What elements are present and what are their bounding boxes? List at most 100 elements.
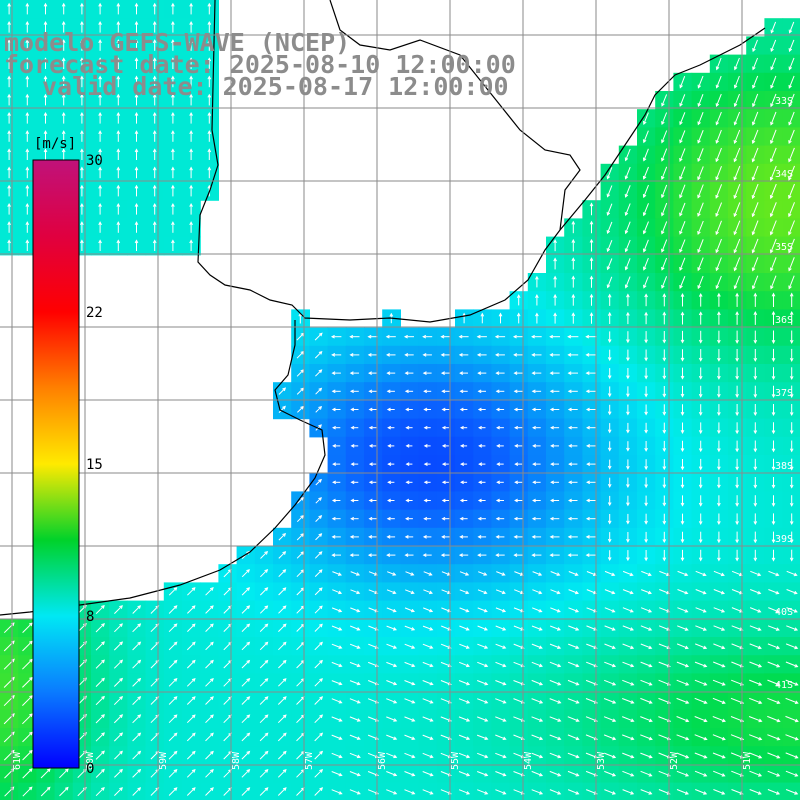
- wind-arrow: [95, 604, 105, 615]
- wind-arrow: [495, 371, 505, 375]
- lon-label: 56W: [377, 751, 388, 770]
- wind-arrow: [331, 553, 341, 557]
- wind-arrow: [386, 553, 396, 557]
- wind-arrow: [260, 569, 269, 578]
- wind-arrow: [531, 535, 542, 539]
- wind-arrow: [186, 696, 196, 705]
- wind-arrow: [640, 679, 653, 686]
- wind-arrow: [626, 441, 630, 452]
- wind-arrow: [22, 695, 33, 706]
- wind-arrow: [440, 353, 451, 357]
- wind-arrow: [495, 607, 507, 613]
- wind-arrow: [186, 750, 196, 760]
- wind-arrow: [277, 696, 287, 705]
- wind-arrow: [116, 148, 121, 160]
- wind-arrow: [626, 513, 630, 525]
- wind-arrow: [712, 734, 726, 741]
- wind-arrow: [189, 2, 193, 15]
- wind-arrow: [604, 752, 617, 759]
- wind-arrow: [735, 422, 739, 435]
- wind-arrow: [459, 371, 468, 375]
- wind-arrow: [586, 462, 596, 466]
- wind-arrow: [152, 239, 157, 251]
- wind-arrow: [676, 661, 690, 668]
- wind-arrow: [622, 770, 635, 777]
- wind-arrow: [332, 444, 341, 448]
- wind-arrow: [770, 93, 777, 108]
- wind-arrow: [749, 789, 762, 795]
- wind-arrow: [496, 425, 504, 430]
- wind-arrow: [607, 386, 612, 398]
- wind-arrow: [386, 698, 398, 704]
- wind-arrow: [715, 166, 722, 181]
- wind-arrow: [789, 440, 794, 453]
- wind-arrow: [495, 516, 505, 521]
- wind-arrow: [733, 129, 741, 144]
- wind-arrow: [715, 57, 722, 71]
- wind-arrow: [478, 571, 488, 576]
- colorbar-unit: [m/s]: [34, 136, 76, 152]
- wind-arrow: [207, 2, 212, 15]
- wind-arrow: [713, 661, 726, 668]
- wind-arrow: [7, 75, 11, 88]
- wind-arrow: [514, 498, 523, 503]
- wind-arrow: [116, 166, 121, 179]
- wind-arrow: [771, 330, 776, 344]
- wind-arrow: [642, 203, 649, 217]
- wind-arrow: [567, 334, 579, 339]
- wind-arrow: [644, 531, 648, 543]
- wind-arrow: [189, 75, 193, 88]
- wind-arrow: [368, 480, 377, 485]
- wind-arrow: [441, 480, 449, 485]
- wind-arrow: [531, 698, 544, 704]
- wind-arrow: [662, 477, 667, 489]
- wind-arrow: [607, 331, 612, 344]
- wind-arrow: [679, 221, 686, 235]
- wind-arrow: [80, 202, 84, 215]
- wind-arrow: [676, 716, 690, 723]
- wind-arrow: [80, 130, 84, 142]
- wind-arrow: [769, 165, 777, 181]
- wind-arrow: [314, 551, 323, 559]
- wind-arrow: [698, 330, 703, 344]
- wind-arrow: [770, 275, 777, 290]
- wind-arrow: [698, 531, 703, 544]
- wind-arrow: [676, 697, 690, 704]
- wind-arrow: [332, 462, 341, 466]
- wind-arrow: [531, 716, 544, 722]
- wind-arrow: [61, 75, 66, 88]
- wind-arrow: [626, 331, 630, 344]
- wind-arrow: [186, 677, 196, 687]
- wind-arrow: [568, 444, 578, 448]
- wind-arrow: [717, 385, 721, 398]
- wind-arrow: [751, 202, 759, 218]
- wind-arrow: [441, 389, 450, 394]
- wind-arrow: [278, 605, 287, 614]
- wind-arrow: [549, 734, 562, 741]
- wind-arrow: [751, 238, 759, 254]
- wind-arrow: [622, 661, 635, 668]
- wind-arrow: [278, 569, 287, 578]
- wind-arrow: [241, 677, 251, 687]
- wind-arrow: [189, 166, 193, 179]
- wind-arrow: [531, 389, 542, 394]
- wind-arrow: [458, 353, 469, 357]
- wind-arrow: [785, 643, 799, 650]
- wind-arrow: [132, 714, 142, 724]
- wind-arrow: [459, 571, 470, 576]
- wind-arrow: [662, 459, 667, 471]
- wind-arrow: [132, 677, 142, 687]
- wind-arrow: [603, 716, 617, 722]
- wind-arrow: [314, 732, 324, 742]
- wind-arrow: [788, 238, 795, 254]
- wind-arrow: [277, 768, 287, 778]
- wind-arrow: [550, 498, 560, 503]
- wind-arrow: [277, 750, 287, 760]
- wind-arrow: [531, 752, 544, 759]
- wind-arrow: [662, 349, 667, 362]
- wind-arrow: [368, 389, 377, 394]
- wind-arrow: [98, 239, 102, 251]
- wind-arrow: [259, 641, 269, 651]
- wind-arrow: [368, 407, 377, 412]
- wind-arrow: [697, 112, 704, 126]
